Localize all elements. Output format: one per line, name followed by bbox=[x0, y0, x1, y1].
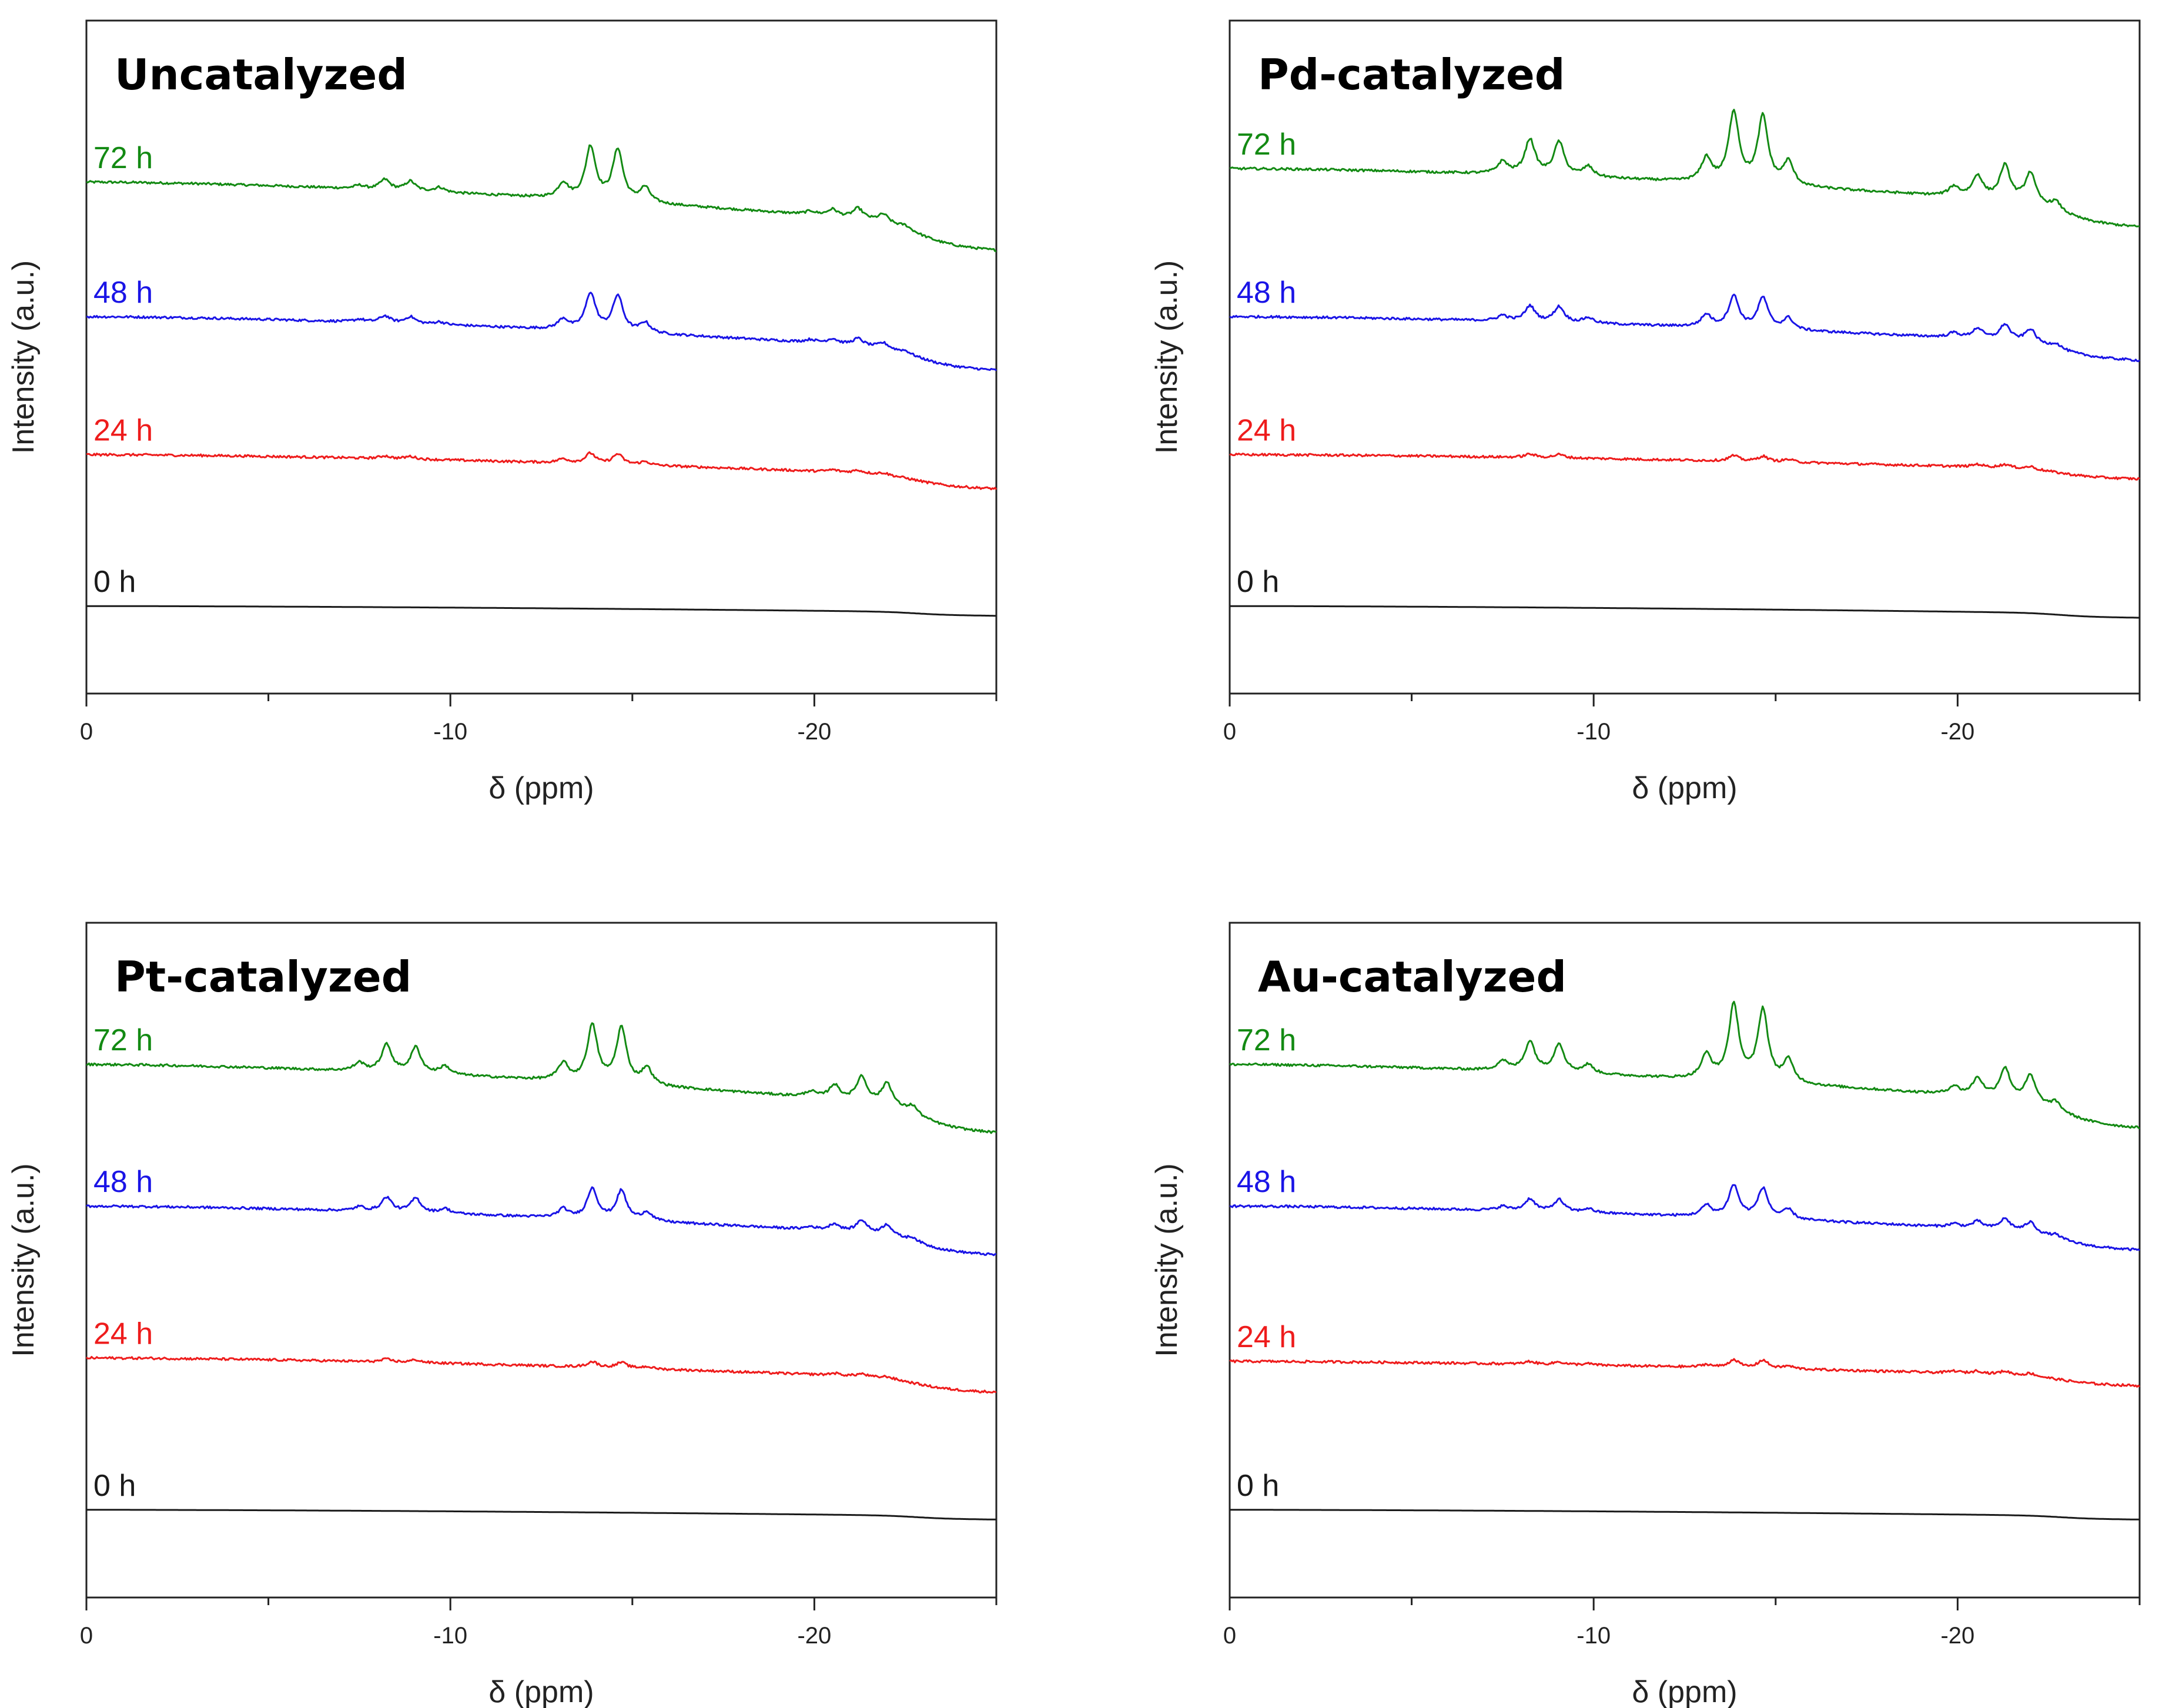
y-axis-label: Intensity (a.u.) bbox=[6, 260, 41, 454]
series-label-48-h: 48 h bbox=[93, 276, 153, 310]
panel-title: Pt-catalyzed bbox=[115, 952, 411, 1002]
plot-frame bbox=[1229, 922, 2141, 1599]
panel-title: Uncatalyzed bbox=[115, 50, 407, 99]
x-axis-label: δ (ppm) bbox=[1632, 1675, 1737, 1708]
series-line-0-h bbox=[1230, 605, 2140, 619]
y-axis-label: Intensity (a.u.) bbox=[6, 1163, 41, 1357]
series-line-0-h bbox=[1230, 1509, 2140, 1521]
series-label-0-h: 0 h bbox=[93, 565, 136, 599]
series-line-72-h bbox=[86, 144, 997, 252]
y-axis-label: Intensity (a.u.) bbox=[1150, 1163, 1184, 1357]
series-label-48-h: 48 h bbox=[1237, 276, 1296, 310]
series-label-72-h: 72 h bbox=[93, 1023, 153, 1057]
series-label-0-h: 0 h bbox=[1237, 1469, 1279, 1503]
series-label-24-h: 24 h bbox=[1237, 1320, 1296, 1354]
panel-4: 0 -10 -20 δ (ppm) Intensity (a.u.) Au-catalyz… bbox=[1150, 922, 2141, 1708]
series-line-48-h bbox=[86, 1186, 997, 1257]
y-axis-label: Intensity (a.u.) bbox=[1150, 260, 1184, 454]
x-tick-label: 0 bbox=[80, 719, 93, 745]
series-line-72-h bbox=[1229, 1000, 2140, 1130]
series-label-0-h: 0 h bbox=[93, 1469, 136, 1503]
series-label-24-h: 24 h bbox=[1237, 414, 1296, 448]
series-label-72-h: 72 h bbox=[93, 141, 153, 175]
panel-1: 0 -10 -20 δ (ppm) Intensity (a.u.) Uncatalyze… bbox=[6, 19, 998, 805]
x-tick-label: -10 bbox=[433, 1623, 467, 1649]
series-label-24-h: 24 h bbox=[93, 414, 153, 448]
x-axis-label: δ (ppm) bbox=[488, 1675, 594, 1708]
x-axis-label: δ (ppm) bbox=[1632, 771, 1737, 805]
series-line-24-h bbox=[86, 451, 998, 491]
series-label-48-h: 48 h bbox=[93, 1165, 153, 1199]
series-label-24-h: 24 h bbox=[93, 1317, 153, 1351]
x-tick-label: 0 bbox=[1223, 1623, 1236, 1649]
x-axis-label: δ (ppm) bbox=[488, 771, 594, 805]
series-line-72-h bbox=[1229, 109, 2140, 227]
series-label-48-h: 48 h bbox=[1237, 1165, 1296, 1199]
panel-title: Au-catalyzed bbox=[1258, 952, 1566, 1002]
series-label-72-h: 72 h bbox=[1237, 128, 1296, 162]
x-tick-label: -20 bbox=[797, 1623, 831, 1649]
series-line-0-h bbox=[86, 605, 996, 617]
series-label-72-h: 72 h bbox=[1237, 1023, 1296, 1057]
series-line-24-h bbox=[1229, 1358, 2141, 1388]
series-line-72-h bbox=[86, 1022, 997, 1134]
plot-frame bbox=[85, 19, 998, 695]
x-tick-label: 0 bbox=[1223, 719, 1236, 745]
plot-frame bbox=[1229, 19, 2141, 695]
x-tick-label: -20 bbox=[1940, 1623, 1974, 1649]
series-line-24-h bbox=[1229, 453, 2140, 481]
series-line-48-h bbox=[86, 292, 998, 371]
x-tick-label: -10 bbox=[433, 719, 467, 745]
plot-frame bbox=[85, 922, 998, 1599]
series-label-0-h: 0 h bbox=[1237, 565, 1279, 599]
x-tick-label: -20 bbox=[797, 719, 831, 745]
x-tick-label: -10 bbox=[1576, 719, 1611, 745]
x-tick-label: -20 bbox=[1940, 719, 1974, 745]
series-line-24-h bbox=[85, 1356, 997, 1394]
panel-3: 0 -10 -20 δ (ppm) Intensity (a.u.) Pt-catalyz… bbox=[6, 922, 998, 1708]
x-tick-label: -10 bbox=[1576, 1623, 1611, 1649]
series-line-0-h bbox=[86, 1509, 997, 1521]
panel-2: 0 -10 -20 δ (ppm) Intensity (a.u.) Pd-catalyz… bbox=[1150, 19, 2141, 805]
x-tick-label: 0 bbox=[80, 1623, 93, 1649]
series-line-48-h bbox=[1229, 1184, 2141, 1251]
series-line-48-h bbox=[1229, 293, 2141, 363]
panel-title: Pd-catalyzed bbox=[1258, 50, 1565, 99]
